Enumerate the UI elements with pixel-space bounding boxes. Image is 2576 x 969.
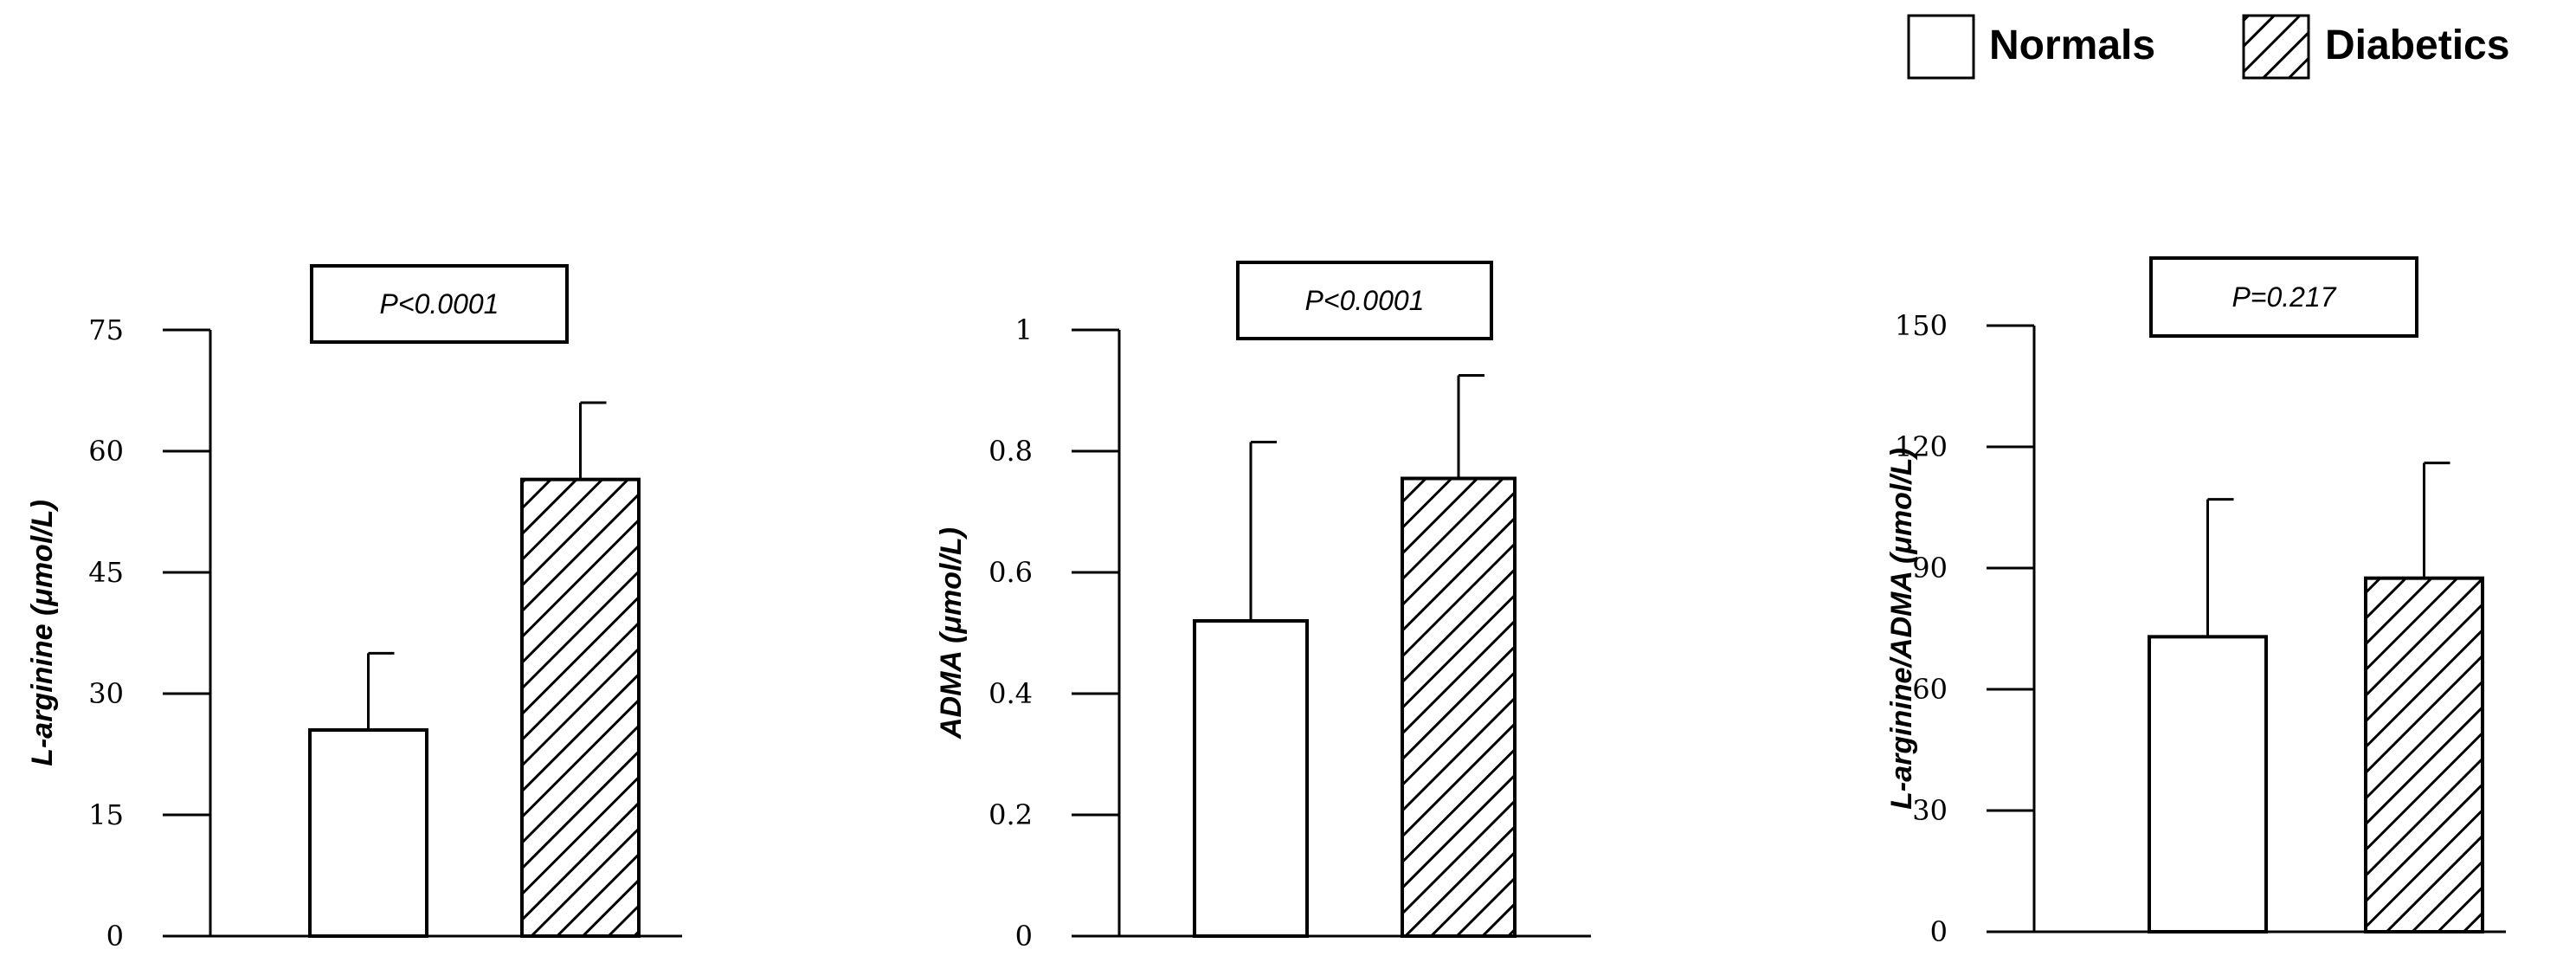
bar-diabetics [2364,576,2484,934]
bar-normals [308,728,428,938]
bar-diabetics [520,477,641,938]
y-tick-label: 1 [1015,313,1033,346]
p-value-box [2149,256,2418,338]
y-tick-label: 0 [1930,915,1948,948]
p-value-box [310,264,569,344]
y-tick-label: 60 [88,435,124,468]
y-tick-label: 0 [1015,920,1033,953]
y-tick-label: 90 [1912,552,1948,585]
y-tick-label: 45 [88,556,124,589]
y-tick-label: 0.6 [989,556,1033,589]
bar-diabetics [1401,476,1517,938]
y-axis-label: ADMA (μmol/L) [935,527,968,740]
y-tick-label: 120 [1895,430,1948,463]
y-axis-label: L-arginine/ADMA (μmol/L) [1885,448,1918,810]
y-tick-label: 30 [88,677,124,710]
p-value-label: P<0.0001 [380,288,499,320]
chart-panel-3: 0 30 60 90 120 150 L-arginine/ADMA (μmol/L) P=0… [1885,256,2506,948]
legend-label-diabetics: Diabetics [2325,23,2509,68]
p-value-label: P=0.217 [2231,281,2336,313]
legend-label-normals: Normals [1989,23,2155,68]
p-value-box [1236,261,1493,340]
y-axis-label: L-arginine (μmol/L) [26,500,59,766]
legend: Normals Diabetics [1907,14,2509,80]
chart-panel-2: 0 0.2 0.4 0.6 0.8 1 ADMA (μmol/L) P<0.0001 [935,261,1591,953]
p-value-label: P<0.0001 [1305,285,1425,316]
legend-swatch-normals [1907,14,1975,80]
y-tick-label: 30 [1912,794,1948,827]
bar-normals [1193,619,1309,938]
y-tick-label: 0.8 [989,435,1033,468]
legend-swatch-diabetics [2242,14,2310,80]
bar-normals [2148,635,2268,933]
y-tick-label: 150 [1895,309,1948,342]
y-tick-label: 0 [106,920,124,953]
y-tick-label: 60 [1912,673,1948,706]
y-tick-label: 0.4 [989,677,1033,710]
chart-panel-1: 0 15 30 45 60 75 L-arginine (μmol/L) P<0.0001 [26,264,682,953]
y-tick-label: 0.2 [989,798,1033,831]
y-tick-label: 75 [88,313,124,346]
y-tick-label: 15 [88,798,124,831]
